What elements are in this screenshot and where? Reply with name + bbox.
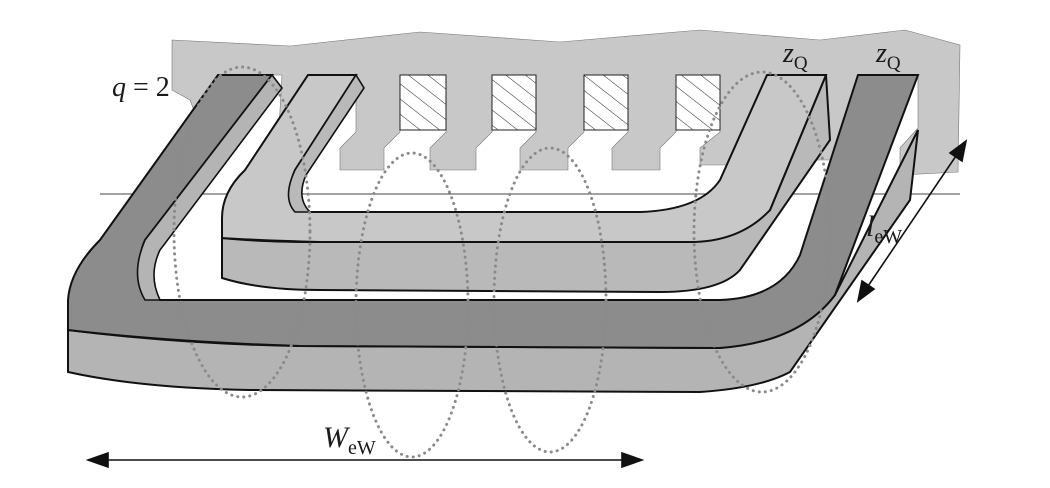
flux-loop [492, 146, 608, 454]
flux-loop [172, 65, 312, 399]
label-w-ew: WeW [323, 421, 376, 459]
slot-conductor [583, 74, 629, 131]
flux-loops [172, 65, 832, 459]
label-l-ew: leW [866, 210, 902, 248]
width-dimension-arrow [85, 451, 645, 469]
length-dimension-arrow [856, 139, 968, 303]
label-q-equals-2: q = 2 [112, 72, 170, 103]
outer-coil-left-leg-side [136, 73, 284, 301]
slot-conductor [675, 74, 721, 131]
flux-loop [354, 151, 470, 459]
slot-conductor [399, 74, 447, 131]
label-zq-left: zQ [782, 38, 808, 74]
label-zq-right: zQ [875, 38, 901, 74]
slot-conductor [491, 74, 537, 131]
flux-loop [692, 70, 832, 394]
slot-conductors [399, 74, 721, 131]
